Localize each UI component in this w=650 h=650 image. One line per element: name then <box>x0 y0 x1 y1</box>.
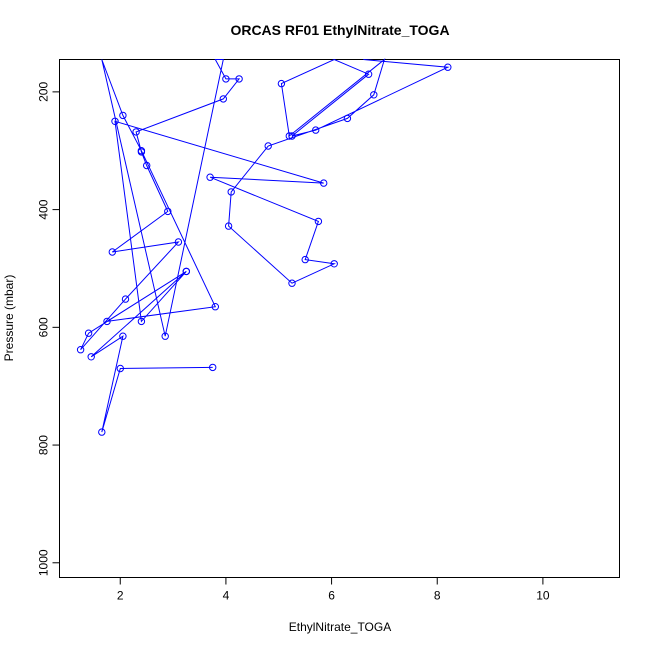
x-axis-label: EthylNitrate_TOGA <box>289 620 391 634</box>
data-point <box>119 332 127 340</box>
data-point <box>209 363 217 372</box>
series-ethylnitrate <box>76 58 452 436</box>
data-point <box>121 295 130 303</box>
data-point <box>206 173 214 181</box>
data-point <box>119 111 127 120</box>
x-tick-label: 2 <box>117 589 124 603</box>
data-point <box>235 75 243 83</box>
y-tick-label: 1000 <box>37 549 51 576</box>
data-point <box>87 353 95 361</box>
y-tick-label: 800 <box>37 435 51 455</box>
data-point <box>76 346 85 354</box>
y-tick-label: 400 <box>37 199 51 219</box>
data-point <box>219 95 228 103</box>
data-point <box>132 128 140 136</box>
data-point <box>320 179 328 187</box>
data-point <box>444 63 452 71</box>
data-point <box>343 114 352 123</box>
data-point <box>312 126 320 134</box>
series-line <box>80 58 450 433</box>
x-tick-label: 8 <box>434 589 441 603</box>
data-point <box>84 329 93 337</box>
data-point <box>143 161 151 170</box>
x-axis: 2 4 6 8 10 <box>117 577 550 603</box>
data-point <box>161 332 169 340</box>
data-point <box>288 279 296 287</box>
x-tick-label: 4 <box>223 589 230 603</box>
data-point <box>285 132 293 140</box>
data-point <box>108 248 117 256</box>
data-point <box>288 132 296 140</box>
x-tick-label: 6 <box>328 589 335 603</box>
data-point <box>164 207 172 216</box>
chart-title: ORCAS RF01 EthylNitrate_TOGA <box>230 22 449 38</box>
y-axis-label: Pressure (mbar) <box>2 275 16 362</box>
data-point <box>98 428 106 436</box>
data-point <box>222 75 230 83</box>
x-tick-label: 10 <box>536 589 550 603</box>
data-point <box>182 267 191 276</box>
data-point <box>330 260 338 268</box>
y-tick-label: 200 <box>37 82 51 102</box>
data-point <box>137 317 146 326</box>
data-point <box>314 217 323 226</box>
data-point <box>103 317 111 326</box>
data-point <box>364 70 373 78</box>
data-point <box>137 147 146 155</box>
data-point <box>116 364 125 373</box>
data-point <box>224 222 233 230</box>
data-point <box>111 117 119 126</box>
y-tick-label: 600 <box>37 317 51 337</box>
y-axis: 200 400 600 800 1000 <box>37 82 60 576</box>
data-point <box>301 255 309 264</box>
data-point <box>174 238 183 246</box>
data-point <box>264 142 272 150</box>
data-point <box>211 303 220 311</box>
data-point <box>370 91 378 99</box>
data-point <box>277 79 286 88</box>
data-point <box>227 188 235 196</box>
